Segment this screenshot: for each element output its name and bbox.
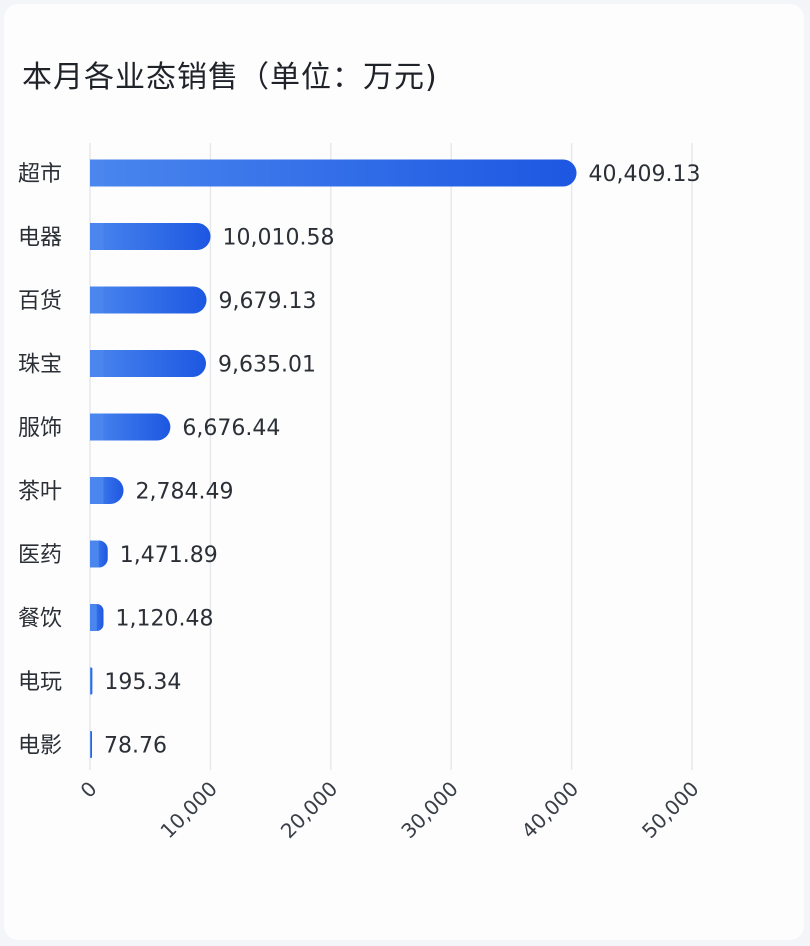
- category-label: 珠宝: [18, 353, 62, 378]
- category-label: 餐饮: [18, 607, 62, 632]
- value-label: 40,409.13: [589, 162, 701, 187]
- category-label: 茶叶: [18, 480, 62, 505]
- x-tick-label: 30,000: [396, 777, 462, 843]
- category-label: 服饰: [18, 416, 62, 441]
- x-tick-label: 10,000: [155, 777, 221, 843]
- labels: 0 10,000 20,000 30,000 40,000 50,000 超市 40,409.…: [18, 162, 704, 843]
- bar-base: [90, 286, 104, 314]
- value-label: 2,784.49: [136, 480, 234, 505]
- value-label: 6,676.44: [182, 416, 280, 441]
- bar-base: [90, 159, 104, 187]
- category-label: 百货: [18, 289, 62, 314]
- category-label: 超市: [18, 162, 62, 187]
- category-label: 电器: [18, 226, 62, 251]
- x-tick-label: 0: [76, 777, 102, 803]
- bar: [90, 223, 211, 250]
- value-label: 1,120.48: [115, 607, 213, 632]
- value-label: 9,635.01: [218, 353, 316, 378]
- value-label: 1,471.89: [120, 543, 218, 568]
- x-tick-label: 50,000: [637, 777, 703, 843]
- bar-base: [90, 413, 104, 441]
- bar: [90, 286, 207, 314]
- bar-base: [90, 731, 91, 758]
- value-label: 78.76: [104, 734, 167, 759]
- bar-base: [90, 604, 97, 631]
- category-label: 电玩: [18, 670, 62, 695]
- bar: [90, 413, 171, 441]
- bars: [90, 159, 577, 758]
- value-label: 10,010.58: [223, 226, 335, 251]
- bar-base: [90, 477, 104, 504]
- x-tick-label: 40,000: [517, 777, 583, 843]
- bar-base: [90, 350, 104, 377]
- value-label: 195.34: [104, 670, 181, 695]
- bar-base: [90, 667, 92, 695]
- value-label: 9,679.13: [219, 289, 317, 314]
- x-tick-label: 20,000: [276, 777, 342, 843]
- chart-title: 本月各业态销售（单位：万元): [22, 60, 438, 95]
- category-label: 医药: [18, 543, 62, 568]
- bar: [90, 159, 577, 187]
- bar-base: [90, 223, 104, 250]
- bar: [90, 350, 207, 377]
- category-label: 电影: [18, 734, 62, 759]
- bar-base: [90, 540, 99, 568]
